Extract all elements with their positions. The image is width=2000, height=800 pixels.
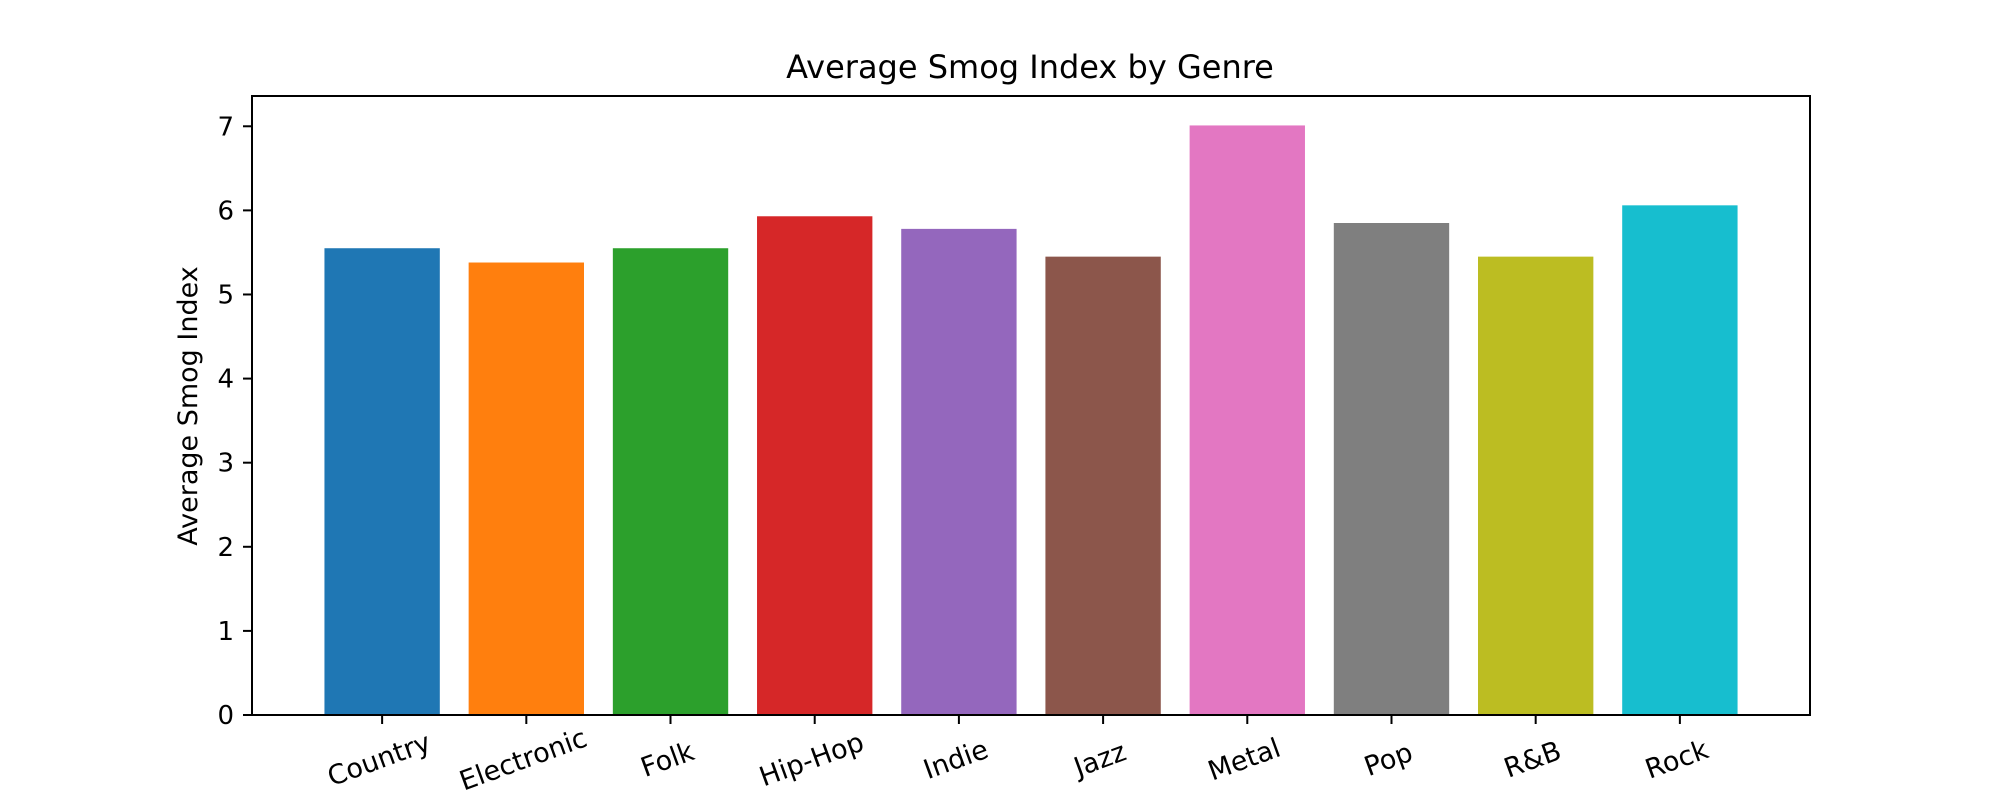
y-axis-ticks: 0 1 2 3 4 5 6 7 [217,112,252,731]
x-axis-ticks: Country Electronic Folk Hip-Hop Indie Jazz Met… [324,715,1713,797]
y-tick-label: 1 [217,617,234,647]
y-tick-label: 5 [217,280,234,310]
bar-country [324,248,440,716]
x-tick-label: Electronic [456,723,592,798]
y-axis-label: Average Smog Index [173,266,204,545]
bar-pop [1333,223,1450,715]
bar-r-b [1478,256,1594,715]
plot-frame [251,95,1811,716]
x-tick-label: R&B [1500,735,1565,784]
y-tick-label: 3 [217,449,234,479]
bar-folk [612,248,729,716]
bar-indie [901,228,1017,715]
x-tick-label: Metal [1204,733,1285,788]
x-tick-label: Country [324,727,435,793]
y-tick-label: 7 [217,112,234,142]
x-tick-label: Rock [1641,734,1713,785]
x-tick-label: Hip-Hop [755,727,868,793]
chart-title: Average Smog Index by Genre [786,48,1274,86]
y-tick-label: 6 [217,196,234,226]
bar-hip-hop [757,216,873,715]
bar-rock [1622,205,1738,715]
bar-metal [1189,125,1305,715]
y-tick-label: 0 [217,701,234,731]
x-tick-label: Folk [637,736,699,784]
x-tick-label: Indie [920,734,993,786]
bar-electronic [468,262,584,715]
x-tick-label: Pop [1360,737,1417,783]
y-tick-label: 2 [217,533,234,563]
bar-jazz [1045,256,1161,715]
bars-group [324,125,1738,716]
x-tick-label: Jazz [1068,736,1130,784]
y-tick-label: 4 [217,365,234,395]
